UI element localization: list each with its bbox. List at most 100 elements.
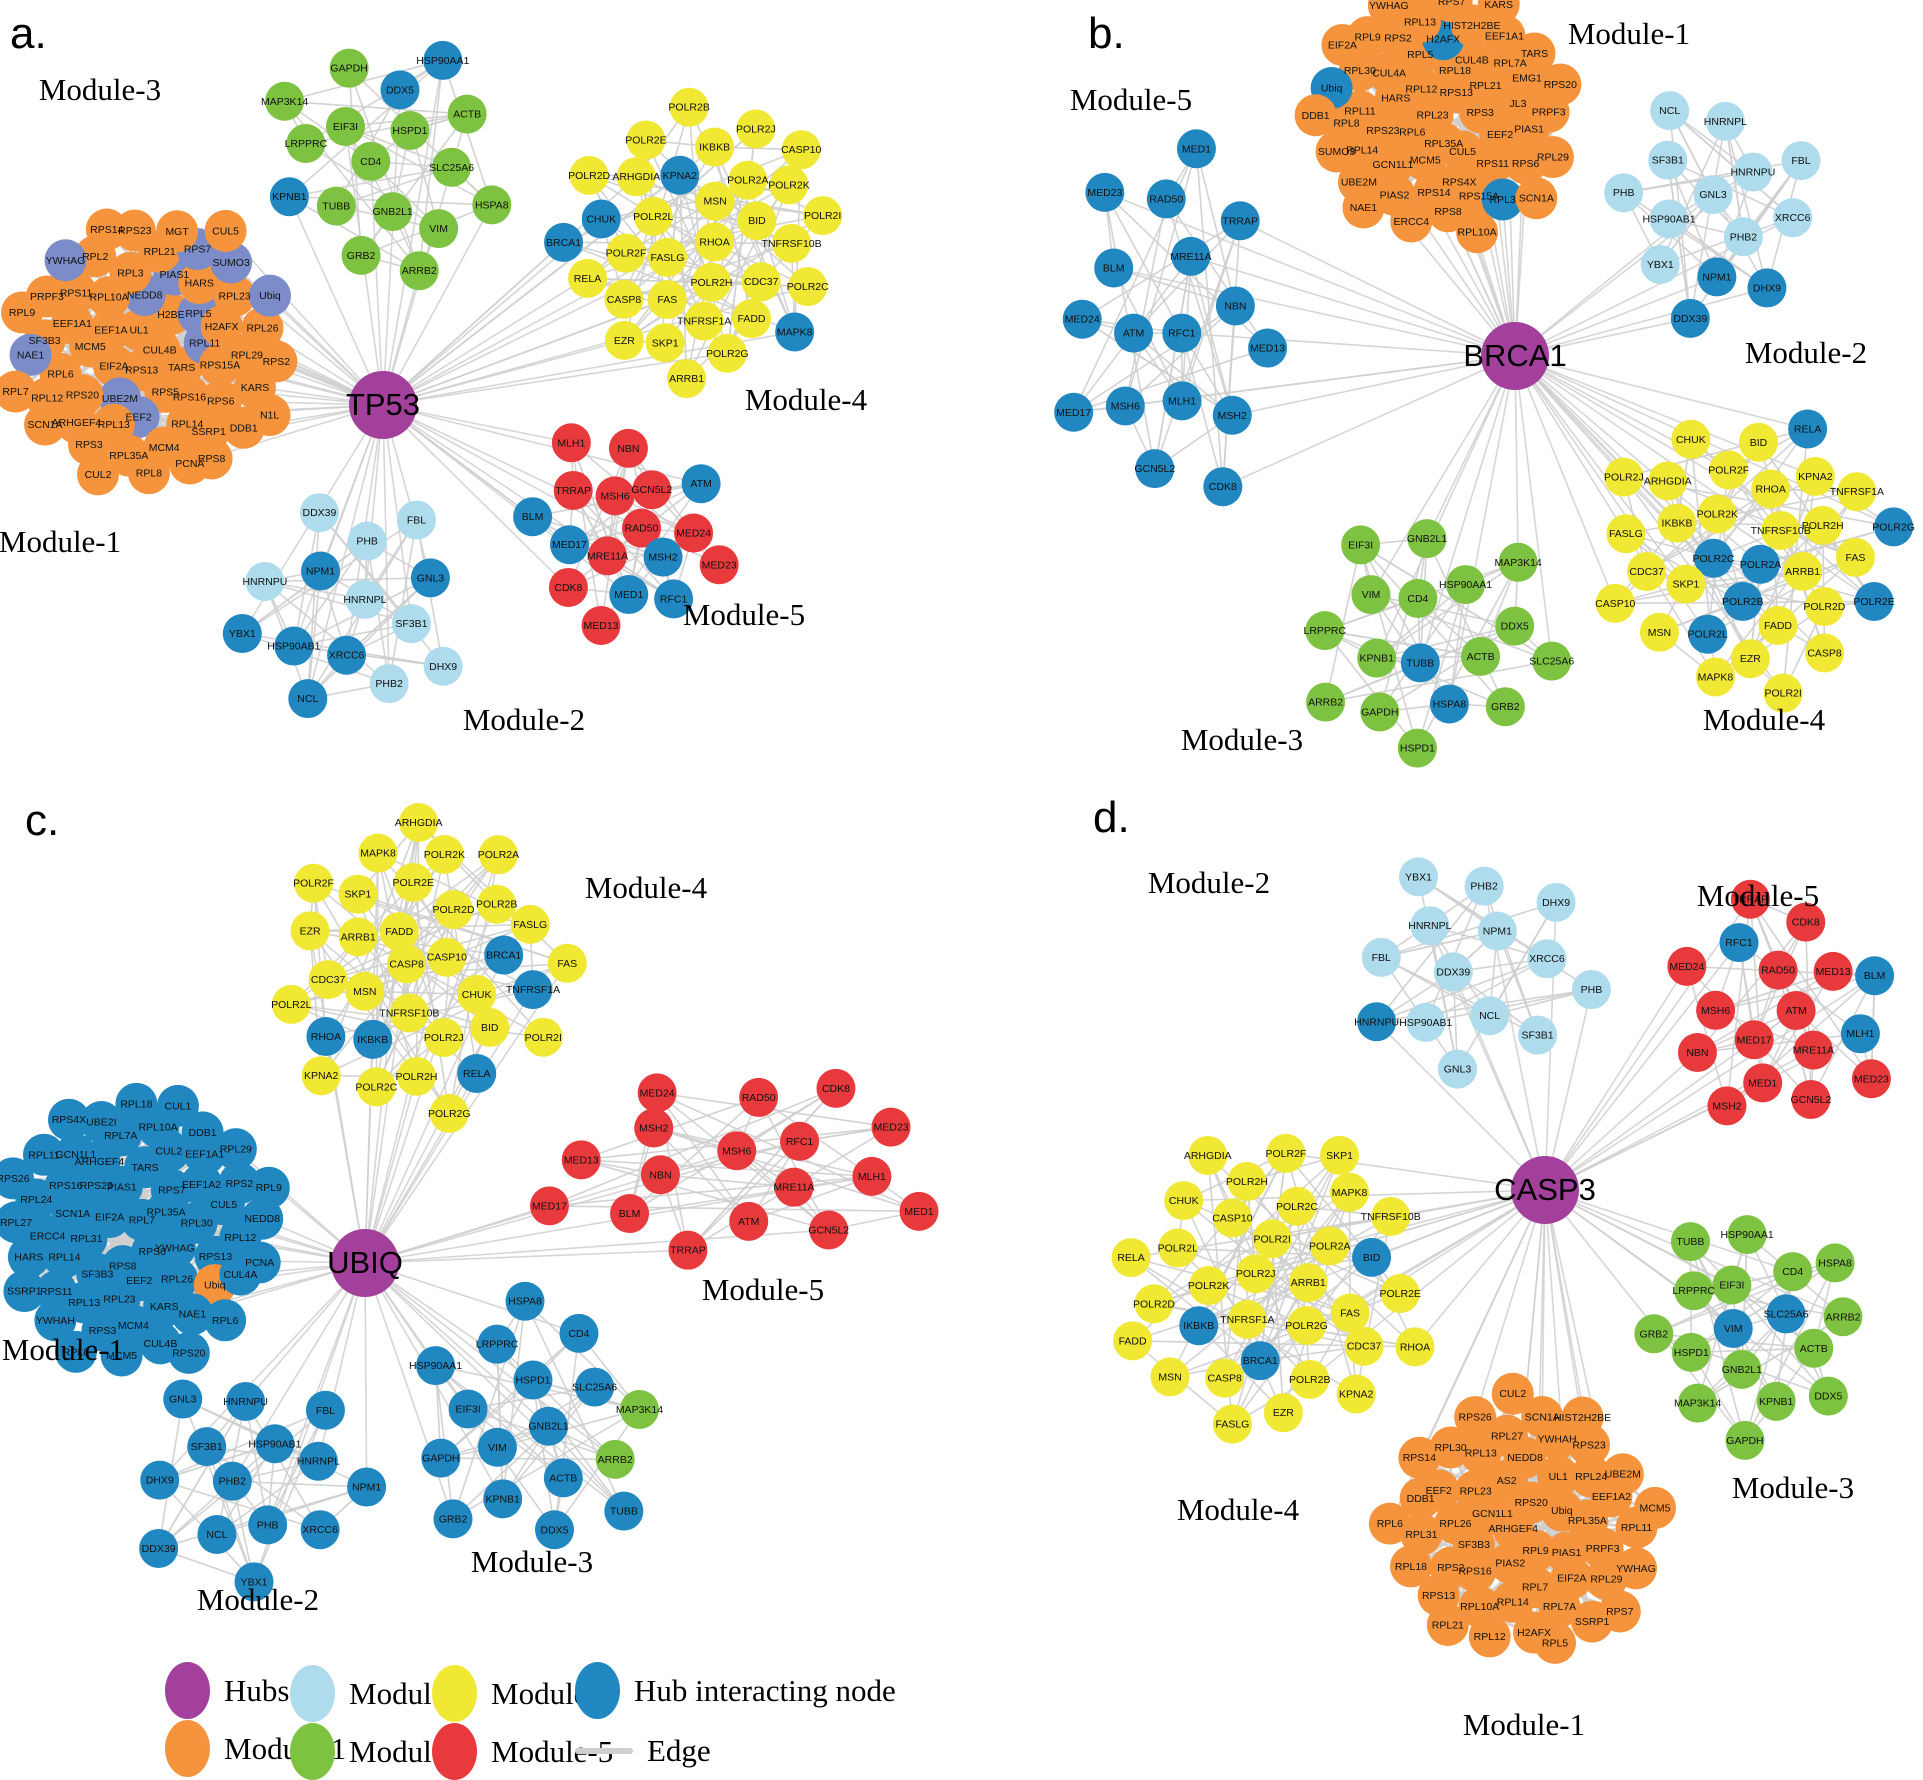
gene-node-GNB2L1 xyxy=(1407,519,1446,558)
gene-node-EIF3I xyxy=(1341,525,1380,564)
gene-node-HSP90AA1 xyxy=(1446,565,1485,604)
gene-node-FAS xyxy=(1836,538,1875,577)
gene-node-SLC25A6 xyxy=(1532,642,1571,681)
gene-node-IKBKB xyxy=(695,128,734,167)
gene-node-SKP1 xyxy=(1320,1136,1359,1175)
gene-node-CD4 xyxy=(351,142,390,181)
gene-node-DHX9 xyxy=(1747,268,1786,307)
gene-node-IKBKB xyxy=(1179,1306,1218,1345)
gene-node-GRB2 xyxy=(342,236,381,275)
gene-node-DDX39 xyxy=(300,493,339,532)
gene-node-VIM xyxy=(1351,575,1390,614)
gene-node-FASLG xyxy=(1606,514,1645,553)
gene-node-RPS4X xyxy=(48,1099,90,1141)
gene-node-CASP8 xyxy=(1805,633,1844,672)
gene-node-POLR2F xyxy=(607,234,646,273)
gene-node-FBL xyxy=(397,501,436,540)
gene-node-SUMO3 xyxy=(1316,130,1358,172)
gene-node-EIF3I xyxy=(326,107,365,146)
gene-node-GNL3 xyxy=(1438,1050,1477,1089)
gene-node-XRCC6 xyxy=(1773,198,1812,237)
gene-node-N1L xyxy=(249,394,291,436)
gene-node-SCN1A xyxy=(24,404,66,446)
gene-node-KPNA2 xyxy=(1337,1375,1376,1414)
gene-node-NCL xyxy=(288,679,327,718)
module-label-Module-5: Module-5 xyxy=(1697,878,1819,913)
gene-node-ACTB xyxy=(544,1458,583,1497)
gene-node-NCL xyxy=(1470,996,1509,1035)
gene-node-HSP90AA1 xyxy=(1728,1215,1767,1254)
gene-node-POLR2L xyxy=(1158,1229,1197,1268)
gene-node-TRRAP xyxy=(668,1231,707,1270)
gene-node-FADD xyxy=(380,912,419,951)
gene-node-FASLG xyxy=(648,238,687,277)
gene-node-FADD xyxy=(1113,1321,1152,1360)
gene-node-HSPA8 xyxy=(1816,1243,1855,1282)
gene-node-RAD50 xyxy=(1759,951,1798,990)
gene-node-MLH1 xyxy=(552,423,591,462)
gene-node-NBN xyxy=(1216,286,1255,325)
gene-node-DDX39 xyxy=(139,1529,178,1568)
gene-node-DHX9 xyxy=(424,647,463,686)
gene-node-POLR2H xyxy=(1227,1162,1266,1201)
gene-node-SLC25A6 xyxy=(1767,1294,1806,1333)
module-label-Module-1: Module-1 xyxy=(2,1332,124,1367)
gene-node-CUL2 xyxy=(1492,1373,1534,1415)
gene-node-XRCC6 xyxy=(327,636,366,675)
gene-node-POLR2F xyxy=(1709,450,1748,489)
gene-node-NBN xyxy=(641,1155,680,1194)
gene-node-POLR2G xyxy=(708,334,747,373)
gene-node-LRPPRC xyxy=(286,124,325,163)
gene-node-MED23 xyxy=(700,545,739,584)
gene-node-XRCC6 xyxy=(301,1510,340,1549)
gene-node-RELA xyxy=(457,1054,496,1093)
gene-node-CASP10 xyxy=(782,130,821,169)
gene-node-EZR xyxy=(1731,639,1770,678)
gene-node-ARRB2 xyxy=(400,251,439,290)
module-label-Module-2: Module-2 xyxy=(463,702,585,737)
gene-node-HSP90AA1 xyxy=(416,1346,455,1385)
gene-node-MAP3K14 xyxy=(1499,543,1538,582)
gene-node-MSH6 xyxy=(1696,991,1735,1030)
gene-node-SLC25A6 xyxy=(575,1368,614,1407)
gene-node-CDC37 xyxy=(1345,1327,1384,1366)
gene-node-FASLG xyxy=(1213,1405,1252,1444)
gene-node-DDX39 xyxy=(1434,952,1473,991)
hub-edge xyxy=(1515,356,1677,523)
gene-node-POLR2J xyxy=(424,1018,463,1057)
gene-node-MED13 xyxy=(562,1140,601,1179)
gene-node-KPNA2 xyxy=(1796,457,1835,496)
gene-node-MED13 xyxy=(1814,952,1853,991)
gene-node-HSP90AB1 xyxy=(274,627,313,666)
gene-node-CDK8 xyxy=(549,568,588,607)
gene-node-MSH6 xyxy=(1106,387,1145,426)
gene-node-KPNB1 xyxy=(1357,639,1396,678)
module-label-Module-4: Module-4 xyxy=(1177,1492,1300,1527)
gene-node-TNFRSF1A xyxy=(1228,1300,1267,1339)
gene-node-MED17 xyxy=(550,525,589,564)
gene-node-HSPD1 xyxy=(1672,1333,1711,1372)
gene-node-POLR2A xyxy=(1741,545,1780,584)
gene-node-MED17 xyxy=(530,1186,569,1225)
gene-node-GNB2L1 xyxy=(373,192,412,231)
gene-node-POLR2I xyxy=(1253,1219,1292,1258)
module-label-Module-1: Module-1 xyxy=(1568,16,1690,51)
gene-node-ARRB1 xyxy=(1289,1263,1328,1302)
edge xyxy=(1361,545,1450,704)
gene-node-MLH1 xyxy=(1841,1014,1880,1053)
gene-node-FBL xyxy=(1362,938,1401,977)
gene-node-NPM1 xyxy=(301,552,340,591)
gene-node-CUL1 xyxy=(157,1085,199,1127)
hub-label-BRCA1: BRCA1 xyxy=(1463,338,1566,373)
gene-node-POLR2B xyxy=(1290,1360,1329,1399)
gene-node-GNB2L1 xyxy=(529,1407,568,1446)
gene-node-ACTB xyxy=(1461,637,1500,676)
gene-node-MED23 xyxy=(872,1108,911,1147)
gene-node-RPL8 xyxy=(128,452,170,494)
gene-node-MED24 xyxy=(638,1073,677,1112)
gene-node-MSH2 xyxy=(634,1109,673,1148)
panel-letter: b. xyxy=(1088,9,1125,58)
gene-node-POLR2C xyxy=(788,267,827,306)
gene-node-YWHAG xyxy=(1615,1547,1657,1589)
gene-node-BID xyxy=(737,201,776,240)
